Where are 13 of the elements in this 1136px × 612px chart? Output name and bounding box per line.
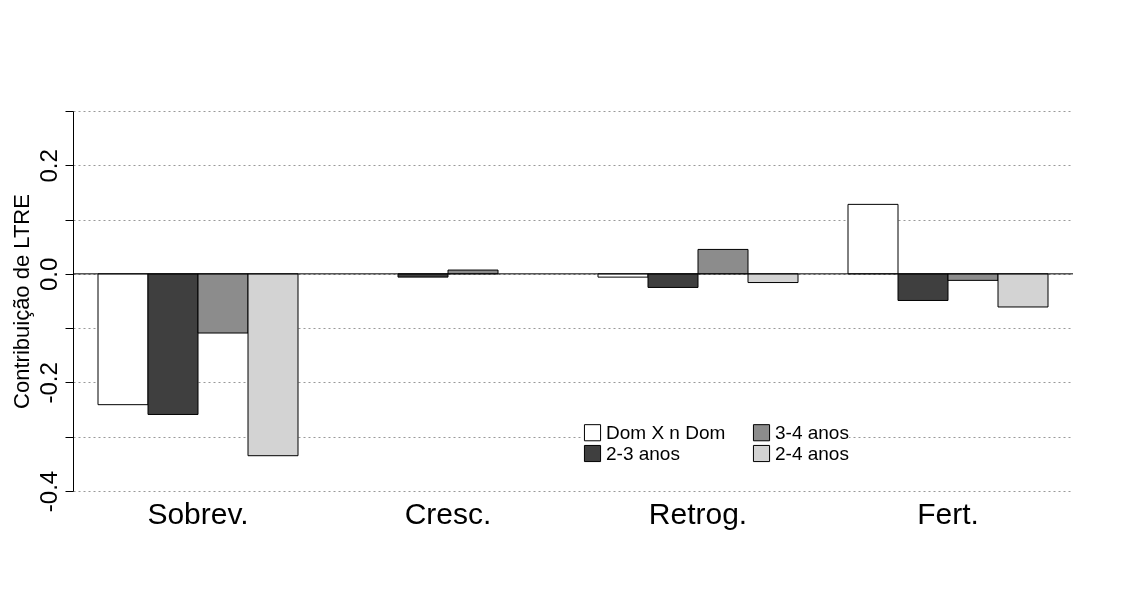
legend-label: 2-3 anos <box>606 442 680 464</box>
legend-label: 2-4 anos <box>775 442 849 464</box>
y-tick-label: -0.2 <box>34 362 62 404</box>
y-tick-label: 0.0 <box>34 257 62 292</box>
x-tick-label: Fert. <box>917 496 979 530</box>
y-tick-label: 0.2 <box>34 149 62 183</box>
legend-label: Dom X n Dom <box>606 421 726 443</box>
x-tick-label: Retrog. <box>648 496 748 530</box>
y-tick-label: -0.4 <box>34 470 62 513</box>
x-tick-label: Cresc. <box>404 496 492 530</box>
x-tick-label: Sobrev. <box>147 496 249 530</box>
y-axis-title: Contribuição de LTRE <box>8 194 34 409</box>
legend-label: 3-4 anos <box>775 421 849 443</box>
